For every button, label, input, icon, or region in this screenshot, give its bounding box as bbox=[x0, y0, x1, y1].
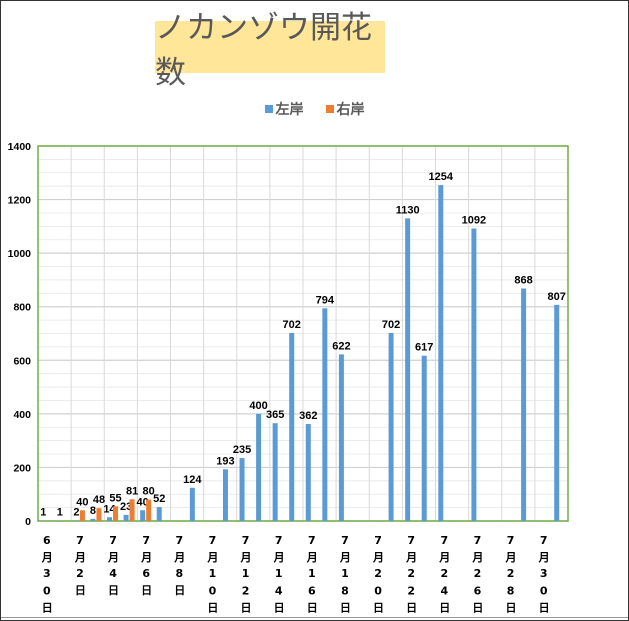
legend-item-left-bank: 左岸 bbox=[264, 99, 304, 119]
x-tick-label: 7月2日 bbox=[73, 534, 87, 600]
data-label: 124 bbox=[183, 474, 202, 486]
bar-left-bank bbox=[471, 228, 477, 521]
bar-left-bank bbox=[156, 507, 162, 521]
bar-right-bank bbox=[79, 510, 85, 521]
data-label: 702 bbox=[382, 319, 400, 331]
x-tick-label: 7月28日 bbox=[504, 534, 518, 618]
data-label: 55 bbox=[109, 492, 121, 504]
x-tick-label: 7月18日 bbox=[338, 534, 352, 618]
data-label: 2 bbox=[73, 506, 79, 518]
x-tick-label: 6月30日 bbox=[40, 534, 54, 618]
data-label: 365 bbox=[266, 409, 284, 421]
data-label: 1 bbox=[57, 507, 63, 519]
bar-left-bank bbox=[405, 218, 411, 522]
data-label: 794 bbox=[316, 294, 335, 306]
bar-left-bank bbox=[140, 510, 146, 521]
data-label: 40 bbox=[76, 496, 88, 508]
bar-left-bank bbox=[90, 518, 96, 521]
bar-left-bank bbox=[388, 332, 394, 521]
y-tick-label: 800 bbox=[13, 302, 31, 314]
x-tick-label: 7月24日 bbox=[437, 534, 451, 618]
y-tick-label: 1200 bbox=[8, 195, 32, 207]
plot-area-border bbox=[37, 145, 569, 522]
data-label: 48 bbox=[93, 494, 105, 506]
chart-title-box: ノカンゾウ開花数 bbox=[155, 10, 385, 91]
legend-swatch-blue bbox=[264, 105, 273, 113]
legend-item-right-bank: 右岸 bbox=[325, 99, 365, 119]
y-tick-label: 1400 bbox=[8, 141, 32, 153]
bar-left-bank bbox=[554, 304, 560, 521]
bar-left-bank bbox=[189, 487, 195, 521]
x-tick-label: 7月8日 bbox=[172, 534, 186, 600]
data-label: 622 bbox=[332, 340, 350, 352]
bottom-divider bbox=[1, 617, 628, 618]
bar-left-bank bbox=[438, 185, 444, 521]
x-tick-label: 7月26日 bbox=[470, 534, 484, 618]
x-tick-label: 7月10日 bbox=[205, 534, 219, 618]
bar-left-bank bbox=[73, 520, 79, 521]
data-label: 193 bbox=[216, 455, 234, 467]
bar-left-bank bbox=[338, 354, 344, 521]
data-label: 702 bbox=[283, 319, 301, 331]
x-tick-label: 7月6日 bbox=[139, 534, 153, 600]
x-tick-label: 7月16日 bbox=[305, 534, 319, 618]
bar-left-bank bbox=[123, 514, 129, 521]
data-label: 362 bbox=[299, 410, 317, 422]
bar-left-bank bbox=[289, 332, 295, 521]
x-tick-label: 7月22日 bbox=[404, 534, 418, 618]
data-label: 80 bbox=[143, 486, 155, 498]
y-tick-label: 200 bbox=[13, 462, 31, 474]
y-tick-label: 400 bbox=[13, 409, 31, 421]
data-label: 81 bbox=[126, 485, 138, 497]
data-label: 1254 bbox=[429, 171, 454, 183]
data-label: 1 bbox=[40, 507, 46, 519]
y-tick-label: 600 bbox=[13, 355, 31, 367]
data-label: 1092 bbox=[462, 215, 486, 227]
bar-right-bank bbox=[113, 506, 119, 521]
data-label: 40 bbox=[137, 496, 149, 508]
data-label: 52 bbox=[153, 493, 165, 505]
data-label: 235 bbox=[233, 444, 251, 456]
bar-left-bank bbox=[239, 458, 245, 521]
bar-left-bank bbox=[322, 308, 328, 521]
legend: 左岸 右岸 bbox=[1, 99, 628, 119]
legend-label: 左岸 bbox=[275, 102, 304, 118]
x-tick-label: 7月4日 bbox=[106, 534, 120, 600]
data-label: 8 bbox=[90, 505, 96, 517]
bar-left-bank bbox=[222, 469, 228, 521]
data-label: 23 bbox=[120, 501, 132, 513]
bar-left-bank bbox=[421, 355, 427, 521]
data-label: 807 bbox=[548, 291, 566, 303]
bar-left-bank bbox=[107, 517, 113, 521]
bar-right-bank bbox=[146, 499, 152, 521]
data-label: 617 bbox=[415, 342, 433, 354]
x-tick-label: 7月20日 bbox=[371, 534, 385, 618]
bar-left-bank bbox=[521, 288, 527, 521]
bar-left-bank bbox=[305, 424, 311, 521]
y-tick-label: 1000 bbox=[8, 248, 32, 260]
x-tick-label: 7月14日 bbox=[272, 534, 286, 618]
legend-swatch-orange bbox=[325, 105, 334, 113]
data-label: 400 bbox=[249, 400, 267, 412]
bar-left-bank bbox=[272, 423, 278, 521]
bar-right-bank bbox=[129, 499, 135, 521]
chart-title: ノカンゾウ開花数 bbox=[155, 10, 372, 91]
x-tick-label: 7月12日 bbox=[239, 534, 253, 618]
bar-left-bank bbox=[256, 413, 262, 521]
legend-label: 右岸 bbox=[336, 102, 365, 118]
y-tick-label: 0 bbox=[25, 516, 31, 528]
data-label: 1130 bbox=[396, 204, 420, 216]
data-label: 868 bbox=[514, 275, 532, 287]
x-tick-label: 7月30日 bbox=[537, 534, 551, 618]
bar-right-bank bbox=[96, 508, 102, 521]
